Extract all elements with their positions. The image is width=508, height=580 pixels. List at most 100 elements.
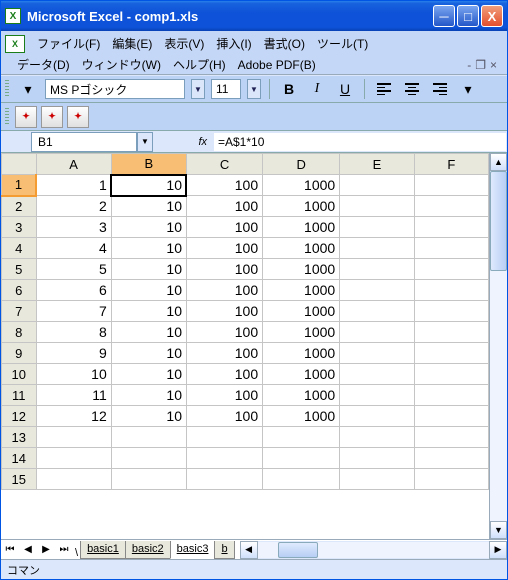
cell[interactable] <box>414 238 488 259</box>
menu-help[interactable]: ヘルプ(H) <box>167 54 232 75</box>
cell[interactable] <box>414 385 488 406</box>
cell[interactable] <box>186 448 262 469</box>
cell[interactable] <box>414 364 488 385</box>
cell[interactable]: 10 <box>111 217 186 238</box>
cell[interactable]: 10 <box>111 364 186 385</box>
align-right-button[interactable] <box>429 78 451 100</box>
toolbar-button[interactable]: ▾ <box>17 78 39 100</box>
cell[interactable] <box>340 343 414 364</box>
cell[interactable]: 10 <box>111 343 186 364</box>
column-header-B[interactable]: B <box>111 154 186 175</box>
mdi-minimize-icon[interactable]: - <box>467 58 471 72</box>
menu-insert[interactable]: 挿入(I) <box>210 33 257 54</box>
cell[interactable] <box>414 301 488 322</box>
row-header-8[interactable]: 8 <box>2 322 37 343</box>
cell[interactable] <box>340 385 414 406</box>
cell[interactable] <box>263 469 340 490</box>
cell[interactable]: 10 <box>111 280 186 301</box>
cell[interactable] <box>111 469 186 490</box>
scroll-thumb[interactable] <box>490 171 507 271</box>
cell[interactable] <box>414 322 488 343</box>
cell[interactable] <box>414 280 488 301</box>
cell[interactable]: 1000 <box>263 175 340 196</box>
row-header-7[interactable]: 7 <box>2 301 37 322</box>
horizontal-scrollbar[interactable]: ◀ ▶ <box>240 541 507 559</box>
cell[interactable] <box>36 427 111 448</box>
align-center-button[interactable] <box>401 78 423 100</box>
hscroll-thumb[interactable] <box>278 542 318 558</box>
cell[interactable] <box>414 196 488 217</box>
cell[interactable] <box>340 259 414 280</box>
cell[interactable] <box>186 427 262 448</box>
cell[interactable]: 1000 <box>263 364 340 385</box>
cell[interactable]: 1000 <box>263 406 340 427</box>
bold-button[interactable]: B <box>278 78 300 100</box>
cell[interactable]: 1000 <box>263 259 340 280</box>
column-header-E[interactable]: E <box>340 154 414 175</box>
cell[interactable]: 100 <box>186 322 262 343</box>
tab-prev-icon[interactable]: ◀ <box>19 541 37 559</box>
maximize-button[interactable]: □ <box>457 5 479 27</box>
cell[interactable]: 5 <box>36 259 111 280</box>
sheet-tab-basic3[interactable]: basic3 <box>170 541 216 559</box>
sheet-tab-partial[interactable]: b <box>214 541 234 559</box>
cell[interactable]: 1000 <box>263 385 340 406</box>
cell[interactable] <box>414 259 488 280</box>
toolbar-grip-icon[interactable] <box>5 108 9 126</box>
cell[interactable] <box>111 448 186 469</box>
cell[interactable] <box>340 175 414 196</box>
cell[interactable]: 10 <box>111 322 186 343</box>
cell[interactable]: 100 <box>186 364 262 385</box>
menu-data[interactable]: データ(D) <box>11 54 76 75</box>
cell[interactable]: 10 <box>111 301 186 322</box>
row-header-9[interactable]: 9 <box>2 343 37 364</box>
toolbar-grip-icon[interactable] <box>5 80 9 98</box>
column-header-C[interactable]: C <box>186 154 262 175</box>
cell[interactable]: 3 <box>36 217 111 238</box>
cell[interactable]: 100 <box>186 238 262 259</box>
menu-file[interactable]: ファイル(F) <box>31 33 106 54</box>
cell[interactable]: 10 <box>111 238 186 259</box>
font-size-box[interactable]: 11 <box>211 79 241 99</box>
cell[interactable] <box>414 343 488 364</box>
menu-tools[interactable]: ツール(T) <box>311 33 374 54</box>
pdf-button-2[interactable]: ✦ <box>41 106 63 128</box>
minimize-button[interactable]: ─ <box>433 5 455 27</box>
cell[interactable] <box>414 469 488 490</box>
sheet-tab-basic1[interactable]: basic1 <box>80 541 126 559</box>
cell[interactable] <box>340 217 414 238</box>
cell[interactable] <box>340 364 414 385</box>
name-box-dropdown-icon[interactable]: ▼ <box>137 132 153 152</box>
row-header-13[interactable]: 13 <box>2 427 37 448</box>
cell[interactable] <box>186 469 262 490</box>
column-header-F[interactable]: F <box>414 154 488 175</box>
close-button[interactable]: X <box>481 5 503 27</box>
cell-grid[interactable]: ABCDEF1110100100022101001000331010010004… <box>1 153 489 539</box>
pdf-button-3[interactable]: ✦ <box>67 106 89 128</box>
cell[interactable] <box>340 196 414 217</box>
cell[interactable]: 1000 <box>263 301 340 322</box>
fx-label[interactable]: fx <box>153 136 213 148</box>
cell[interactable]: 100 <box>186 259 262 280</box>
pdf-button-1[interactable]: ✦ <box>15 106 37 128</box>
cell[interactable] <box>340 301 414 322</box>
cell[interactable] <box>340 427 414 448</box>
row-header-11[interactable]: 11 <box>2 385 37 406</box>
tab-next-icon[interactable]: ▶ <box>37 541 55 559</box>
row-header-4[interactable]: 4 <box>2 238 37 259</box>
cell[interactable]: 10 <box>111 385 186 406</box>
align-left-button[interactable] <box>373 78 395 100</box>
italic-button[interactable]: I <box>306 78 328 100</box>
cell[interactable]: 100 <box>186 217 262 238</box>
cell[interactable]: 11 <box>36 385 111 406</box>
cell[interactable]: 6 <box>36 280 111 301</box>
cell[interactable] <box>340 406 414 427</box>
cell[interactable]: 1000 <box>263 343 340 364</box>
cell[interactable] <box>414 217 488 238</box>
cell[interactable] <box>340 448 414 469</box>
cell[interactable]: 2 <box>36 196 111 217</box>
row-header-5[interactable]: 5 <box>2 259 37 280</box>
scroll-up-icon[interactable]: ▲ <box>490 153 507 171</box>
cell[interactable]: 12 <box>36 406 111 427</box>
cell[interactable]: 10 <box>111 175 186 196</box>
